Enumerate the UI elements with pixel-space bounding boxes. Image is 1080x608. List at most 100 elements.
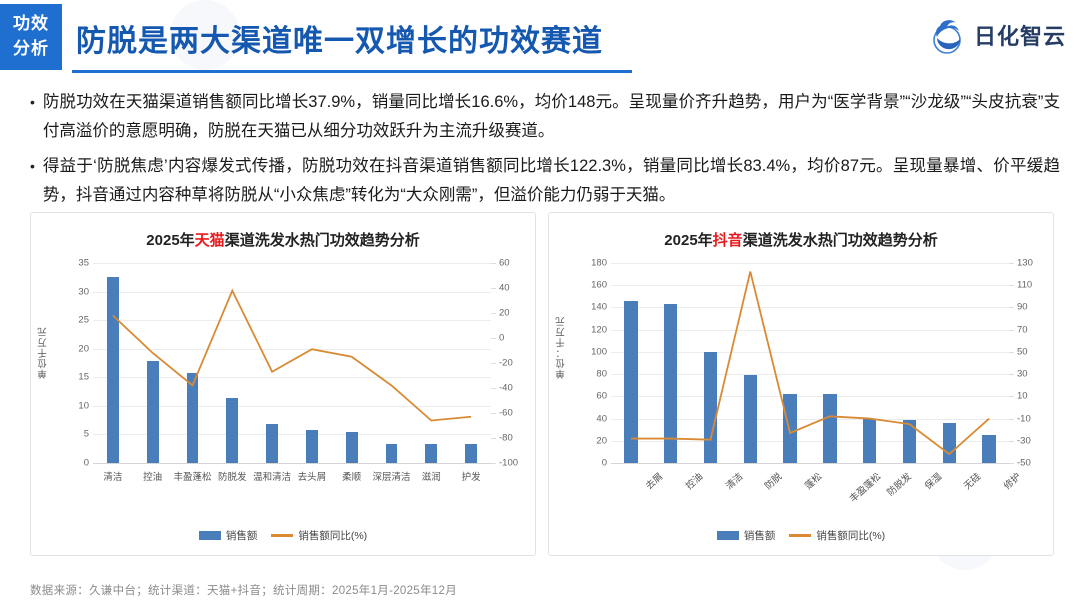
- legend-item-sales: 销售额: [716, 528, 776, 543]
- watermark-decor: [170, 0, 240, 70]
- y2-tick-mark: [1009, 440, 1014, 442]
- brand-logo: 日化智云: [928, 16, 1066, 54]
- bar: [106, 276, 119, 463]
- section-badge: 功效 分析: [0, 4, 62, 70]
- y2-tick-mark: [1009, 351, 1014, 353]
- bar: [266, 423, 279, 463]
- x-axis-tick-label: 控油: [143, 472, 163, 483]
- y2-axis-tick: 30: [1017, 368, 1028, 380]
- legend-bar-label: 销售额: [225, 530, 258, 542]
- chart-title-prefix: 2025年: [664, 232, 713, 249]
- y2-tick-mark: [1009, 285, 1014, 287]
- legend-line-swatch: [271, 534, 294, 537]
- x-axis-tick-label: 清洁: [723, 471, 745, 493]
- x-axis-tick-label: 滋润: [421, 472, 441, 483]
- y-axis-tick: 40: [596, 413, 607, 425]
- y-axis-tick: 10: [78, 400, 89, 412]
- legend-bar-swatch: [716, 531, 739, 540]
- y-axis-tick: 25: [78, 314, 89, 326]
- chart-card-douyin: 2025年抖音渠道洗发水热门功效趋势分析 180 160 140 120 100 80 60…: [548, 212, 1054, 556]
- chart-title-prefix: 2025年: [146, 232, 195, 249]
- y2-axis-tick: 90: [1017, 301, 1028, 313]
- y-axis-tick: 140: [591, 301, 607, 313]
- legend-bar-label: 销售额: [743, 530, 776, 542]
- y-axis-tick: 0: [601, 457, 607, 469]
- y2-tick-mark: [491, 263, 496, 264]
- chart-title-douyin: 2025年抖音渠道洗发水热门功效趋势分析: [549, 229, 1053, 250]
- y2-tick-mark: [1009, 396, 1014, 398]
- x-axis-tick-label: 深层清洁: [372, 472, 411, 483]
- y2-axis-tick: 10: [1017, 390, 1028, 402]
- bar: [305, 430, 318, 463]
- gridline: [93, 348, 491, 350]
- chart-title-highlight: 抖音: [712, 232, 743, 249]
- bullet-text: 防脱功效在天猫渠道销售额同比增长37.9%，销量同比增长16.6%，均价148元…: [42, 93, 1060, 140]
- x-axis-line: [93, 463, 491, 464]
- y-axis-tick: 60: [596, 390, 607, 402]
- x-axis-tick-label: 丰盈蓬松: [847, 471, 884, 505]
- summary-bullets: • 防脱功效在天猫渠道销售额同比增长37.9%，销量同比增长16.6%，均价14…: [30, 88, 1060, 216]
- y-axis-tick: 0: [83, 457, 89, 469]
- y2-axis-tick: -100: [499, 457, 519, 469]
- bar: [146, 361, 159, 463]
- y2-axis-tick: 60: [499, 257, 510, 269]
- x-axis-tick-label: 防脱发: [885, 471, 914, 499]
- y2-axis-tick: 20: [499, 307, 510, 319]
- legend-bar-swatch: [198, 531, 221, 540]
- legend-line-label: 销售额同比(%): [298, 530, 368, 542]
- chart-title-tmall: 2025年天猫渠道洗发水热门功效趋势分析: [31, 229, 535, 250]
- y2-tick-mark: [1009, 374, 1014, 376]
- y-axis-tick: 160: [591, 279, 607, 291]
- x-axis-line: [611, 463, 1009, 464]
- y2-axis-tick: -10: [1017, 413, 1031, 425]
- bar: [783, 394, 797, 463]
- x-axis-tick-label: 柔顺: [342, 472, 362, 483]
- bar: [902, 419, 917, 463]
- y2-tick-mark: [491, 338, 496, 339]
- x-axis-tick-label: 防脱发: [218, 472, 247, 483]
- bar: [226, 397, 239, 463]
- bar: [942, 423, 957, 463]
- legend-line-swatch: [789, 534, 812, 537]
- y2-tick-mark: [491, 363, 496, 364]
- brand-name: 日化智云: [973, 24, 1066, 49]
- y-axis-unit-label: 单位千万元: [38, 326, 49, 380]
- bar: [862, 418, 877, 463]
- y2-tick-mark: [1009, 418, 1014, 420]
- data-source-note: 数据来源：久谦中台；统计渠道：天猫+抖音；统计周期：2025年1月-2025年1…: [30, 585, 457, 597]
- x-axis-tick-label: 丰盈蓬松: [173, 472, 212, 483]
- y2-axis-tick: -60: [499, 407, 513, 419]
- bar: [385, 443, 398, 463]
- y-axis-tick: 30: [78, 286, 89, 298]
- bar: [823, 394, 837, 463]
- bar: [663, 304, 678, 463]
- y-axis-tick: 120: [591, 324, 607, 336]
- gridline: [93, 434, 491, 436]
- x-axis-tick-label: 保湿: [922, 471, 944, 493]
- y2-tick-mark: [1009, 263, 1014, 264]
- legend-line-label: 销售额同比(%): [816, 530, 886, 542]
- y-axis-tick: 100: [591, 346, 607, 358]
- y2-axis-tick: 50: [1017, 346, 1028, 358]
- y-axis-tick: 180: [591, 257, 607, 269]
- y2-tick-mark: [491, 438, 496, 439]
- gridline: [93, 291, 491, 293]
- chart-title-suffix: 渠道洗发水热门功效趋势分析: [224, 232, 420, 249]
- x-axis-tick-label: 无硅: [962, 471, 984, 493]
- y2-tick-mark: [491, 388, 496, 389]
- slide-header: 功效 分析 防脱是两大渠道唯一双增长的功效赛道 日化智云: [0, 0, 1080, 76]
- bar: [186, 372, 199, 463]
- x-axis-tick-label: 控油: [683, 471, 706, 493]
- y2-tick-mark: [491, 288, 496, 289]
- y2-axis-tick: -40: [499, 382, 513, 394]
- legend-item-yoy: 销售额同比(%): [271, 528, 367, 543]
- y2-tick-mark: [491, 413, 496, 414]
- y2-axis-tick: 130: [1017, 257, 1033, 269]
- chart-card-tmall: 2025年天猫渠道洗发水热门功效趋势分析 35 30 25 20 15 10 5 0 60 40 2…: [30, 212, 536, 556]
- y2-tick-mark: [1009, 307, 1014, 309]
- chart-title-highlight: 天猫: [194, 232, 225, 249]
- y2-axis-tick: 70: [1017, 324, 1028, 336]
- gridline: [93, 263, 491, 264]
- y-axis-tick: 5: [83, 428, 89, 440]
